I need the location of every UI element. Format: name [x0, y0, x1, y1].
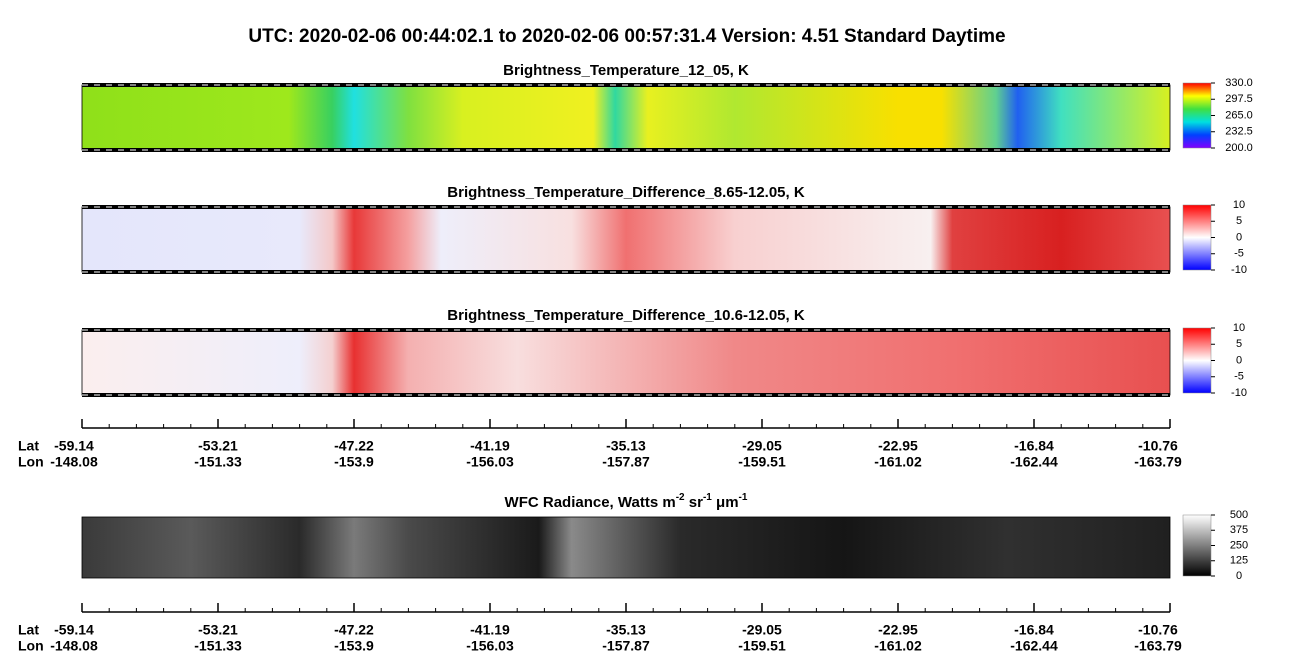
lat-tick-label: -53.21	[198, 438, 238, 454]
lat-tick-label: -22.95	[878, 438, 918, 454]
colorbar-tick-label: -10	[1231, 264, 1247, 276]
panel-image	[81, 516, 1171, 579]
title-text: μm	[712, 494, 739, 511]
lat-tick-label: -41.19	[470, 438, 510, 454]
colorbar-tick-label: 0	[1236, 231, 1242, 243]
title-superscript: -1	[739, 492, 748, 503]
lon-label: Lon	[18, 454, 44, 470]
lon-tick-label: -162.44	[1010, 454, 1058, 470]
colorbar-tick-label: -5	[1234, 371, 1244, 383]
lon-tick-label: -161.02	[874, 454, 922, 470]
colorbar-tick-label: 375	[1230, 524, 1248, 536]
lon-tick-label: -162.44	[1010, 638, 1058, 654]
title-text: Brightness_Temperature_Difference_10.6-1…	[447, 307, 805, 324]
lat-tick-label: -16.84	[1014, 438, 1054, 454]
colorbar-tick-label: 5	[1236, 338, 1242, 350]
colorbar-tick-label: 5	[1236, 215, 1242, 227]
lat-tick-label: -29.05	[742, 438, 782, 454]
lon-label: Lon	[18, 638, 44, 654]
colorbar	[1182, 82, 1212, 149]
lon-tick-label: -148.08	[50, 638, 98, 654]
colorbar	[1182, 327, 1212, 394]
lon-tick-label: -153.9	[334, 454, 374, 470]
panel-title: Brightness_Temperature_Difference_8.65-1…	[447, 184, 805, 201]
lat-tick-label: -35.13	[606, 438, 646, 454]
page-title: UTC: 2020-02-06 00:44:02.1 to 2020-02-06…	[248, 26, 1005, 47]
lat-tick-label: -59.14	[54, 438, 94, 454]
title-text: sr	[685, 494, 704, 511]
lon-tick-label: -157.87	[602, 638, 650, 654]
lat-tick-label: -35.13	[606, 622, 646, 638]
lat-tick-label: -22.95	[878, 622, 918, 638]
title-text: Brightness_Temperature_Difference_8.65-1…	[447, 184, 805, 201]
panel-title: WFC Radiance, Watts m-2 sr-1 μm-1	[505, 492, 748, 511]
colorbar-tick-label: 10	[1233, 322, 1245, 334]
lat-tick-label: -59.14	[54, 622, 94, 638]
colorbar-tick-label: 297.5	[1225, 93, 1253, 105]
panel-image	[81, 84, 1171, 151]
colorbar-tick-label: 330.0	[1225, 77, 1253, 89]
lat-tick-label: -47.22	[334, 438, 374, 454]
title-superscript: -2	[676, 492, 685, 503]
title-text: Brightness_Temperature_12_05, K	[503, 62, 749, 79]
lat-tick-label: -10.76	[1138, 622, 1178, 638]
panel-title: Brightness_Temperature_12_05, K	[503, 62, 749, 79]
colorbar-tick-label: -5	[1234, 248, 1244, 260]
lon-tick-label: -163.79	[1134, 454, 1182, 470]
colorbar-tick-label: 0	[1236, 354, 1242, 366]
lat-label: Lat	[18, 622, 39, 638]
lon-tick-label: -148.08	[50, 454, 98, 470]
lon-tick-label: -153.9	[334, 638, 374, 654]
lon-tick-label: -163.79	[1134, 638, 1182, 654]
panel-image	[81, 206, 1171, 273]
lon-tick-label: -151.33	[194, 454, 242, 470]
colorbar-tick-label: -10	[1231, 387, 1247, 399]
colorbar	[1182, 514, 1212, 577]
lon-tick-label: -159.51	[738, 638, 786, 654]
colorbar-tick-label: 0	[1236, 570, 1242, 582]
lon-tick-label: -151.33	[194, 638, 242, 654]
lat-tick-label: -41.19	[470, 622, 510, 638]
colorbar-tick-label: 500	[1230, 509, 1248, 521]
lat-tick-label: -16.84	[1014, 622, 1054, 638]
lat-tick-label: -53.21	[198, 622, 238, 638]
colorbar-tick-label: 232.5	[1225, 126, 1253, 138]
lat-tick-label: -29.05	[742, 622, 782, 638]
colorbar-tick-label: 10	[1233, 199, 1245, 211]
lon-tick-label: -159.51	[738, 454, 786, 470]
lon-tick-label: -156.03	[466, 638, 514, 654]
panel-title: Brightness_Temperature_Difference_10.6-1…	[447, 307, 805, 324]
lon-tick-label: -161.02	[874, 638, 922, 654]
lat-tick-label: -47.22	[334, 622, 374, 638]
colorbar-tick-label: 125	[1230, 555, 1248, 567]
lon-tick-label: -157.87	[602, 454, 650, 470]
panel-image	[81, 329, 1171, 396]
lat-tick-label: -10.76	[1138, 438, 1178, 454]
colorbar-tick-label: 265.0	[1225, 109, 1253, 121]
colorbar	[1182, 204, 1212, 271]
lon-tick-label: -156.03	[466, 454, 514, 470]
title-superscript: -1	[703, 492, 712, 503]
colorbar-tick-label: 200.0	[1225, 142, 1253, 154]
lat-label: Lat	[18, 438, 39, 454]
colorbar-tick-label: 250	[1230, 539, 1248, 551]
title-text: WFC Radiance, Watts m	[505, 494, 676, 511]
